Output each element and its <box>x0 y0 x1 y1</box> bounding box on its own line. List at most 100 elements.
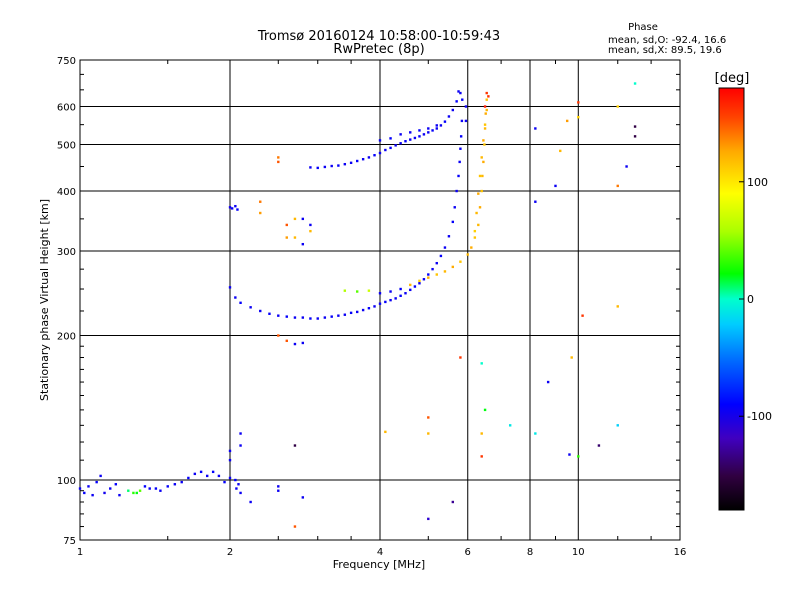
data-point <box>451 108 455 112</box>
data-point <box>138 489 142 492</box>
data-point <box>487 95 490 98</box>
data-point <box>95 480 98 484</box>
data-point <box>211 470 215 474</box>
data-point <box>309 229 312 233</box>
y-tick-label: 75 <box>63 536 76 547</box>
x-tick-label: 6 <box>465 547 471 558</box>
data-point <box>143 485 147 488</box>
data-point <box>413 285 417 288</box>
data-point <box>234 296 237 299</box>
data-point <box>228 458 232 462</box>
data-point <box>103 491 106 495</box>
data-point <box>478 174 482 178</box>
data-point <box>481 174 484 178</box>
data-point <box>554 184 557 188</box>
data-point <box>570 356 573 359</box>
data-point <box>559 149 562 153</box>
data-point <box>148 487 151 490</box>
data-point <box>485 91 488 95</box>
data-point <box>285 339 288 343</box>
data-point <box>399 142 402 145</box>
data-point <box>443 270 447 273</box>
stats-line-x: mean, sd,X: 89.5, 19.6 <box>608 45 722 56</box>
data-point <box>597 444 601 447</box>
data-point <box>394 144 397 147</box>
data-point <box>473 229 477 233</box>
x-axis-label: Frequency [MHz] <box>333 558 425 571</box>
data-point <box>482 160 485 164</box>
data-point <box>337 314 340 317</box>
data-point <box>568 453 571 456</box>
data-point <box>301 496 305 499</box>
data-point <box>457 174 460 178</box>
data-point <box>435 124 438 127</box>
data-point <box>404 140 407 143</box>
data-point <box>633 125 637 128</box>
y-tick-label: 600 <box>57 103 76 114</box>
data-point <box>83 491 86 495</box>
data-point <box>480 189 483 193</box>
data-point <box>483 143 486 146</box>
data-point <box>159 489 162 492</box>
data-point <box>309 166 312 169</box>
data-point <box>427 127 430 130</box>
y-tick-label: 400 <box>57 187 76 198</box>
data-point <box>343 313 347 316</box>
data-point <box>409 288 412 292</box>
data-point <box>455 100 458 103</box>
data-point <box>455 189 458 193</box>
data-point <box>409 138 412 141</box>
grid-lines <box>80 60 680 540</box>
data-point <box>277 314 280 317</box>
data-point <box>361 308 365 312</box>
data-point <box>205 474 209 478</box>
data-point <box>199 470 203 474</box>
data-point <box>228 206 232 209</box>
data-point <box>443 246 447 249</box>
data-point <box>483 105 487 108</box>
data-point <box>483 123 487 126</box>
data-point <box>91 493 94 497</box>
data-point <box>293 316 297 319</box>
data-point <box>309 223 312 227</box>
data-point <box>616 105 619 108</box>
data-point <box>581 314 584 317</box>
data-point <box>316 317 319 320</box>
data-point <box>404 292 407 295</box>
data-point <box>239 301 242 305</box>
data-point <box>87 485 90 488</box>
data-point <box>577 116 580 119</box>
data-point <box>478 206 482 209</box>
data-point <box>268 312 271 315</box>
data-point <box>234 478 237 482</box>
data-point <box>230 207 234 210</box>
colorbar-unit: [deg] <box>715 71 750 86</box>
data-point <box>460 119 464 123</box>
data-point <box>439 254 443 258</box>
data-point <box>422 133 426 136</box>
data-point <box>323 316 327 319</box>
data-point <box>309 317 312 320</box>
data-point <box>78 487 82 490</box>
data-point <box>285 315 288 318</box>
data-point <box>235 487 238 490</box>
data-point <box>480 432 483 435</box>
data-point <box>180 480 183 484</box>
data-point <box>447 235 451 238</box>
data-point <box>480 455 483 458</box>
data-point <box>249 500 252 504</box>
data-point <box>99 474 102 478</box>
data-point <box>427 416 430 419</box>
data-point <box>431 129 434 132</box>
data-point <box>293 342 297 346</box>
data-point <box>234 204 237 208</box>
data-point <box>485 98 488 101</box>
data-point <box>418 129 421 132</box>
data-point <box>399 133 402 136</box>
data-point <box>135 491 138 495</box>
data-point <box>367 307 371 310</box>
data-point <box>228 476 232 480</box>
data-point <box>373 154 376 157</box>
data-point <box>384 300 387 304</box>
data-point <box>239 491 242 495</box>
